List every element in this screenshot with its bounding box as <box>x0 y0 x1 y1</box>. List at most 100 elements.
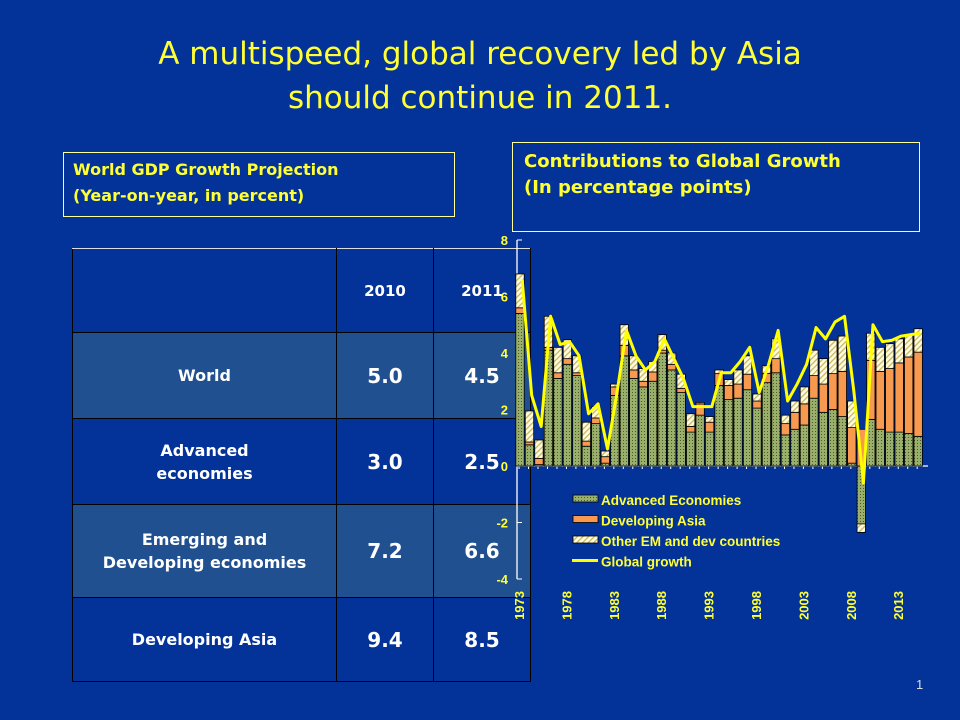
bar-developing-asia-2012 <box>885 368 895 433</box>
bar-other-em-and-dev-countries-2004 <box>809 349 819 377</box>
x-tick-label: 2003 <box>796 591 811 620</box>
bar-developing-asia-2002 <box>790 411 800 430</box>
table-caption: World GDP Growth Projection (Year-on-yea… <box>63 152 455 217</box>
bar-developing-asia-1975 <box>534 457 544 465</box>
bar-advanced-economies-2001 <box>780 434 791 467</box>
y-tick-label: 0 <box>501 459 508 474</box>
bar-developing-asia-1991 <box>686 426 696 433</box>
bar-advanced-economies-1988 <box>657 352 667 467</box>
bar-developing-asia-1990 <box>676 387 686 393</box>
bar-advanced-economies-1993 <box>704 431 715 467</box>
header-empty-cell <box>72 248 337 333</box>
value-2010: 7.2 <box>336 504 434 598</box>
bar-developing-asia-2006 <box>828 373 838 410</box>
bar-developing-asia-2004 <box>809 375 819 399</box>
bar-advanced-economies-1978 <box>562 363 572 467</box>
header-2010: 2010 <box>336 248 434 333</box>
bar-advanced-economies-1985 <box>629 378 639 467</box>
y-tick-label: 4 <box>501 346 509 361</box>
bar-other-em-and-dev-countries-1996 <box>733 369 743 385</box>
bar-advanced-economies-2004 <box>809 397 819 467</box>
x-tick-label: 1983 <box>607 591 622 620</box>
bar-advanced-economies-2005 <box>818 411 828 467</box>
title-line-2: should continue in 2011. <box>287 80 673 116</box>
bar-developing-asia-1998 <box>752 400 762 409</box>
bar-advanced-economies-1986 <box>638 386 648 467</box>
bar-developing-asia-1982 <box>600 456 610 464</box>
bar-other-em-and-dev-countries-2009 <box>856 523 866 533</box>
bar-advanced-economies-1991 <box>686 431 696 467</box>
x-tick-label: 2008 <box>844 591 859 620</box>
bar-advanced-economies-2006 <box>828 409 838 467</box>
bar-advanced-economies-1999 <box>761 382 772 467</box>
bar-advanced-economies-1977 <box>553 378 563 467</box>
bar-developing-asia-2001 <box>780 423 791 436</box>
bar-advanced-economies-2002 <box>790 428 800 467</box>
bar-developing-asia-1997 <box>742 373 753 391</box>
table-caption-line-2: (Year-on-year, in percent) <box>73 186 305 205</box>
bar-developing-asia-1986 <box>638 380 648 388</box>
legend-swatch <box>572 515 599 523</box>
bar-developing-asia-1973 <box>515 307 525 314</box>
chart-title: Contributions to Global Growth <box>524 151 841 172</box>
bar-other-em-and-dev-countries-2006 <box>828 339 838 375</box>
bar-other-em-and-dev-countries-1998 <box>752 393 762 402</box>
x-tick-label: 2013 <box>891 591 906 620</box>
legend-label: Developing Asia <box>601 514 706 529</box>
row-label: World <box>72 332 337 419</box>
bar-advanced-economies-2003 <box>799 424 810 467</box>
x-tick-label: 1988 <box>654 591 669 620</box>
bar-developing-asia-2007 <box>837 370 847 417</box>
table-row: World 5.0 4.5 <box>72 332 531 419</box>
bar-developing-asia-1978 <box>562 358 572 365</box>
bar-other-em-and-dev-countries-2005 <box>818 358 828 385</box>
table-row: Advanced economies 3.0 2.5 <box>72 418 531 505</box>
bar-other-em-and-dev-countries-2013 <box>894 338 904 364</box>
bar-advanced-economies-1995 <box>723 399 734 467</box>
table-row: Emerging and Developing economies 7.2 6.… <box>72 504 531 598</box>
bar-developing-asia-1981 <box>591 417 601 425</box>
bar-advanced-economies-2013 <box>894 431 904 467</box>
y-tick-label: 6 <box>501 290 508 305</box>
row-label: Emerging and Developing economies <box>72 504 337 598</box>
bar-advanced-economies-1987 <box>648 380 658 467</box>
bar-other-em-and-dev-countries-1991 <box>686 413 696 427</box>
legend-label: Other EM and dev countries <box>601 534 780 549</box>
bar-other-em-and-dev-countries-1992 <box>695 402 705 405</box>
bar-developing-asia-1977 <box>553 372 563 379</box>
x-tick-label: 1973 <box>512 591 527 620</box>
y-tick-label: 2 <box>501 403 508 418</box>
page-number: 1 <box>916 677 924 692</box>
bar-other-em-and-dev-countries-2003 <box>799 386 810 405</box>
bar-developing-asia-2013 <box>894 362 904 433</box>
x-tick-label: 1993 <box>702 591 717 620</box>
bar-developing-asia-1980 <box>581 440 591 447</box>
bar-advanced-economies-2007 <box>837 416 847 467</box>
global-growth-line <box>520 279 921 485</box>
bar-advanced-economies-1994 <box>714 385 724 467</box>
bar-developing-asia-1974 <box>524 441 535 446</box>
bar-other-em-and-dev-countries-1978 <box>562 339 572 360</box>
legend-swatch <box>572 535 599 544</box>
contributions-chart: 8 6 4 2 0 -2 -4 1973 1978 1983 1988 1993 1998 2003 200… <box>496 233 928 620</box>
bar-developing-asia-1995 <box>723 385 734 401</box>
y-tick-label: 8 <box>501 233 508 248</box>
bar-other-em-and-dev-countries-2002 <box>790 400 800 413</box>
bar-other-em-and-dev-countries-1985 <box>629 355 639 371</box>
bar-other-em-and-dev-countries-1980 <box>581 421 591 442</box>
bar-other-em-and-dev-countries-2001 <box>780 414 791 425</box>
gdp-projection-table: 2010 2011 World 5.0 4.5 Advanced economi… <box>72 248 531 682</box>
table-header-row: 2010 2011 <box>72 248 531 333</box>
bar-advanced-economies-2014 <box>904 433 914 467</box>
bar-advanced-economies-1979 <box>572 375 582 467</box>
legend: Advanced Economies Developing Asia Other E… <box>572 493 780 570</box>
bar-developing-asia-1996 <box>733 383 743 399</box>
y-tick-label: -2 <box>496 516 508 531</box>
bar-advanced-economies-1980 <box>581 445 591 467</box>
bar-advanced-economies-2000 <box>771 372 781 467</box>
bar-other-em-and-dev-countries-1995 <box>723 379 734 386</box>
value-2011: 4.5 <box>433 332 531 419</box>
bar-other-em-and-dev-countries-1982 <box>600 450 610 458</box>
bar-other-em-and-dev-countries-1974 <box>524 410 535 443</box>
bar-developing-asia-2003 <box>799 403 810 426</box>
